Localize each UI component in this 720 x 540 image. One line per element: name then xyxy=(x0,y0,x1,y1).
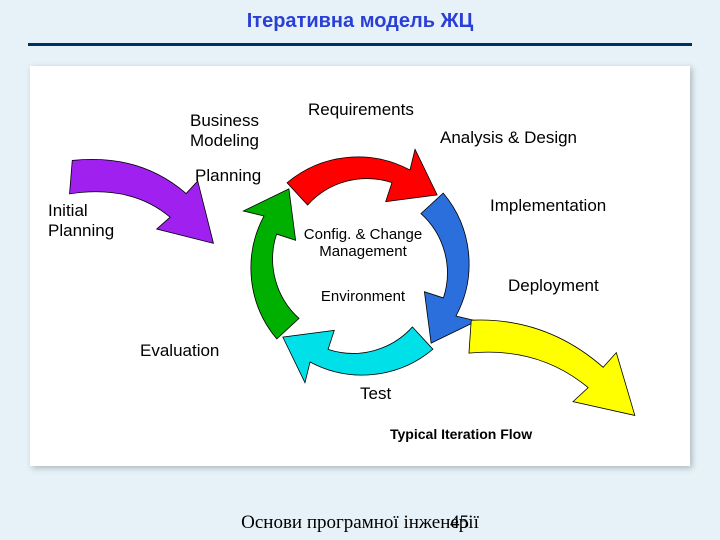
label-requirements: Requirements xyxy=(308,100,414,120)
diagram-caption: Typical Iteration Flow xyxy=(390,426,532,442)
page-title: Ітеративна модель ЖЦ xyxy=(0,0,720,33)
label-implementation: Implementation xyxy=(490,196,606,216)
page-number: 45 xyxy=(450,512,469,534)
title-divider xyxy=(28,43,692,46)
label-analysis-design: Analysis & Design xyxy=(440,128,577,148)
label-business-modeling: Business Modeling xyxy=(190,111,259,150)
label-initial-planning: Initial Planning xyxy=(48,201,114,240)
label-evaluation: Evaluation xyxy=(140,341,219,361)
diagram-svg xyxy=(30,66,690,466)
arrow-evaluation xyxy=(205,182,355,339)
label-environment: Environment xyxy=(318,288,408,305)
footer-text: Основи програмної інженерії xyxy=(0,512,720,534)
label-deployment: Deployment xyxy=(508,276,599,296)
label-config-change: Config. & Change Management xyxy=(298,226,428,261)
arrow-deployment xyxy=(457,307,651,421)
label-test: Test xyxy=(360,384,391,404)
label-planning: Planning xyxy=(195,166,261,186)
iteration-flow-diagram: Initial Planning Business Modeling Plann… xyxy=(30,66,690,466)
